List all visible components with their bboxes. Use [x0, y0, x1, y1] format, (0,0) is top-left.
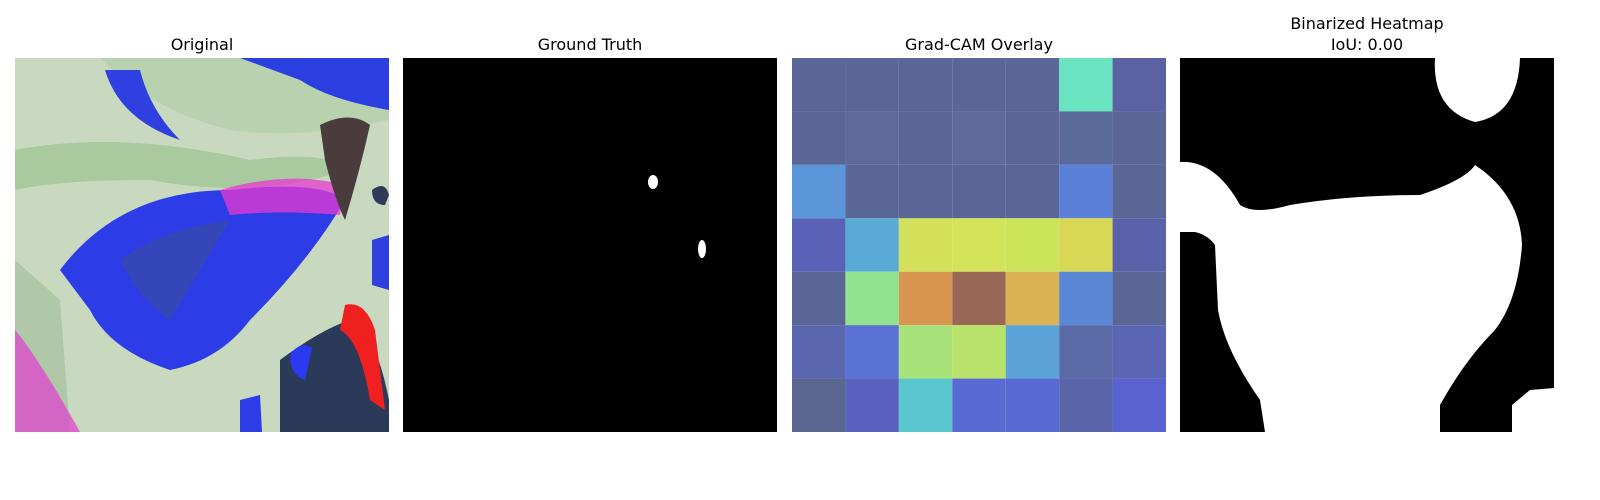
binarized-heatmap — [1180, 58, 1554, 432]
panel-title: Binarized Heatmap — [1290, 14, 1443, 33]
ground-truth-mask — [403, 58, 777, 432]
panel-subtitle: IoU: 0.00 — [1331, 35, 1403, 54]
panel-title: Original — [171, 35, 234, 54]
original-image — [15, 58, 389, 432]
gradcam-overlay — [792, 58, 1167, 433]
panel-title: Grad-CAM Overlay — [905, 35, 1053, 54]
panel-title: Ground Truth — [538, 35, 643, 54]
